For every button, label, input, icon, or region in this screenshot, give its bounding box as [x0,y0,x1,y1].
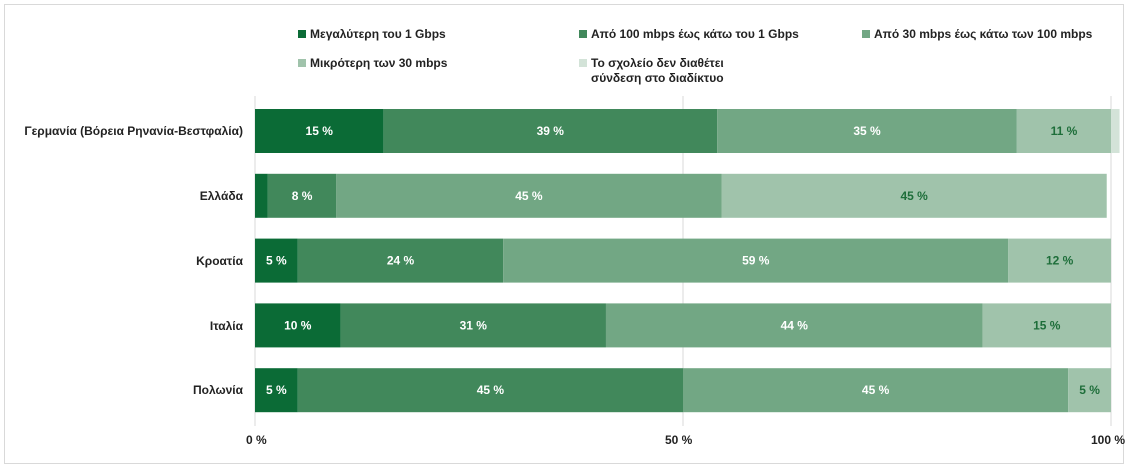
legend-swatch-icon [298,59,306,67]
legend-swatch-icon [579,30,587,38]
data-label: 45 % [477,383,505,397]
data-label: 11 % [1051,124,1078,138]
legend-label: Μεγαλύτερη του 1 Gbps [310,27,446,41]
bar-segment [255,368,298,413]
bar-segment [503,238,1009,283]
legend-swatch-icon [298,30,306,38]
category-label: Πολωνία [192,383,243,397]
x-tick-label: 50 % [665,433,693,447]
bar-segment [255,303,341,348]
data-label: 39 % [537,124,565,138]
data-label: 35 % [853,124,881,138]
legend-item: Από 100 mbps έως κάτω του 1 Gbps [579,27,799,41]
bar-segment [340,303,606,348]
bar-segment [267,173,337,218]
data-label: 12 % [1046,254,1074,268]
bar-segment [1008,238,1111,283]
data-label: 10 % [284,318,312,332]
bar-segment [255,109,384,153]
bar-segment [1111,109,1120,153]
data-label: 31 % [460,318,488,332]
bar-segment [255,238,298,283]
bar-segment [1068,368,1111,413]
legend-label: Μικρότερη των 30 mbps [310,56,448,70]
legend-item: Μικρότερη των 30 mbps [298,56,447,70]
data-label: 45 % [900,189,928,203]
category-label: Ιταλία [209,319,243,333]
category-label: Ελλάδα [199,189,243,203]
data-label: 8 % [292,189,313,203]
legend-label-line: σύνδεση στο διαδίκτυο [591,71,724,85]
legend-item: Το σχολείο δεν διαθέτει [579,56,724,70]
bar-segment [982,303,1111,348]
data-label: 5 % [266,254,287,268]
data-label: 24 % [387,254,415,268]
x-tick-label: 0 % [246,433,267,447]
category-label: Κροατία [196,254,243,268]
legend-item-continuation: σύνδεση στο διαδίκτυο [591,71,724,85]
bar-segment [721,173,1107,218]
data-label: 45 % [862,383,890,397]
data-label: 15 % [1033,318,1061,332]
bar-segment [717,109,1017,153]
data-label: 5 % [1079,383,1100,397]
data-label: 5 % [266,383,287,397]
legend-swatch-icon [579,59,587,67]
bar-segment [383,109,718,153]
bar-segment [1016,109,1111,153]
bar-segment [297,238,504,283]
data-label: 45 % [515,189,543,203]
legend-label: Από 100 mbps έως κάτω του 1 Gbps [591,27,799,41]
data-label: 59 % [742,254,770,268]
x-tick-label: 100 % [1091,433,1126,447]
chart-frame [4,4,1124,464]
data-label: 15 % [306,124,334,138]
bar-segment [255,173,268,218]
legend-item: Από 30 mbps έως κάτω των 100 mbps [862,27,1092,41]
bar-segment [336,173,722,218]
legend-label: Από 30 mbps έως κάτω των 100 mbps [874,27,1093,41]
bar-segment [605,303,983,348]
bar-segment [683,368,1069,413]
data-label: 44 % [781,318,809,332]
legend-item: Μεγαλύτερη του 1 Gbps [298,27,446,41]
legend-swatch-icon [862,30,870,38]
legend-label-line: Το σχολείο δεν διαθέτει [591,56,724,70]
bar-segment [297,368,683,413]
category-label: Γερμανία (Βόρεια Ρηνανία-Βεστφαλία) [24,124,243,138]
